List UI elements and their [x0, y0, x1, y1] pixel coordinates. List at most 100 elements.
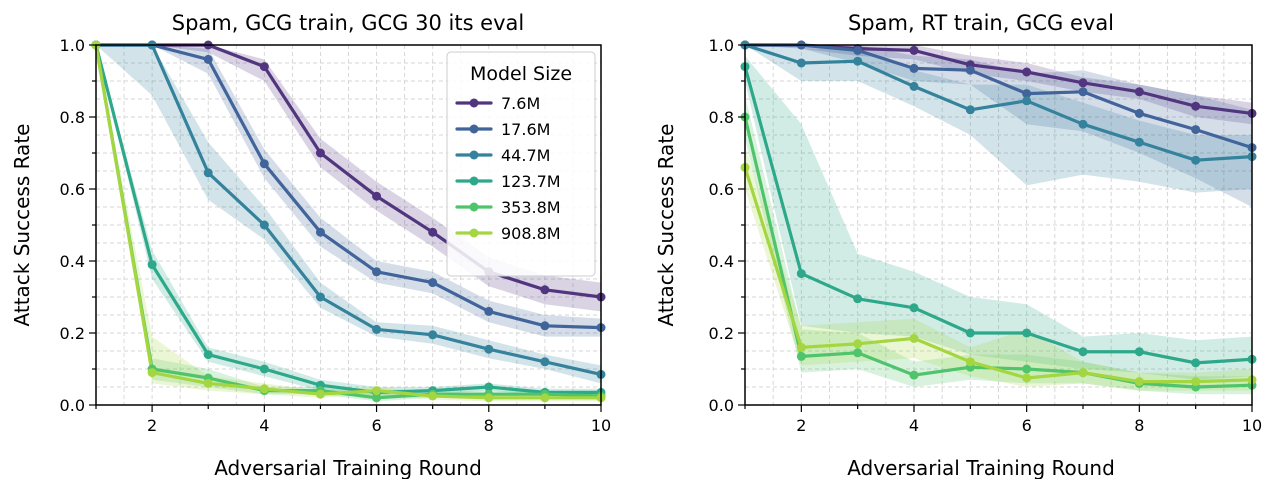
data-point-123-7m	[853, 294, 863, 304]
data-point-44-7m	[1078, 119, 1088, 129]
x-tick-label: 6	[1022, 416, 1032, 435]
data-point-123-7m	[796, 269, 806, 279]
data-point-17-6m	[1191, 125, 1201, 135]
series-line-353-8m	[94, 43, 603, 400]
data-point-908-8m	[1078, 368, 1088, 378]
data-point-7-6m	[428, 227, 438, 237]
data-point-908-8m	[484, 393, 494, 403]
series-line-123-7m	[94, 43, 603, 394]
data-point-353-8m	[796, 351, 806, 361]
series-lines	[743, 43, 1254, 389]
data-point-908-8m	[909, 333, 919, 343]
data-point-44-7m	[1022, 96, 1032, 106]
data-point-123-7m	[1078, 347, 1088, 357]
axis-ticks: 2 4 6 8 10 0.0 0.2 0.4 0.6 0.8 1.0	[709, 36, 1263, 435]
data-point-44-7m	[1134, 137, 1144, 147]
series-line-908-8m	[94, 43, 603, 400]
legend-marker-123-7m	[469, 176, 479, 186]
data-point-44-7m	[1191, 155, 1201, 165]
data-point-123-7m	[909, 303, 919, 313]
data-point-17-6m	[315, 227, 325, 237]
y-tick-label: 1.0	[709, 36, 734, 55]
data-point-908-8m	[540, 393, 550, 403]
legend-label-44-7m: 44.7M	[501, 146, 550, 165]
legend-marker-44-7m	[469, 150, 479, 160]
data-point-44-7m	[484, 344, 494, 354]
x-tick-label: 10	[591, 416, 611, 435]
data-point-123-7m	[484, 382, 494, 392]
data-point-17-6m	[909, 63, 919, 73]
data-point-7-6m	[259, 62, 269, 72]
confidence-bands	[96, 45, 601, 402]
legend-label-7-6m: 7.6M	[501, 94, 540, 113]
data-point-123-7m	[259, 364, 269, 374]
data-point-908-8m	[315, 389, 325, 399]
data-point-908-8m	[965, 357, 975, 367]
y-tick-label: 0.8	[709, 108, 734, 127]
data-point-44-7m	[796, 58, 806, 68]
chart-panel-spam-rt-train: Spam, RT train, GCG eval 2 4 6 8 10 0.0 0.2 0.4…	[654, 11, 1262, 479]
y-tick-label: 0.6	[709, 180, 734, 199]
legend-label-353-8m: 353.8M	[501, 198, 561, 217]
data-point-17-6m	[259, 159, 269, 169]
series-line-17-6m	[94, 43, 603, 330]
data-point-44-7m	[909, 81, 919, 91]
y-tick-label: 0.2	[60, 324, 85, 343]
data-point-123-7m	[203, 350, 213, 360]
data-point-353-8m	[909, 370, 919, 380]
series-line-44-7m	[94, 43, 603, 376]
data-point-908-8m	[428, 391, 438, 401]
data-point-7-6m	[540, 285, 550, 295]
y-tick-label: 0.0	[709, 396, 734, 415]
x-axis-label: Adversarial Training Round	[214, 456, 482, 479]
y-tick-label: 0.4	[60, 252, 85, 271]
legend-marker-17-6m	[469, 124, 479, 134]
data-point-7-6m	[372, 191, 382, 201]
y-tick-label: 1.0	[60, 36, 85, 55]
y-tick-label: 0.8	[60, 108, 85, 127]
legend-label-123-7m: 123.7M	[501, 172, 561, 191]
data-point-17-6m	[203, 54, 213, 64]
data-point-7-6m	[1191, 101, 1201, 111]
band-908-8m	[745, 145, 1252, 391]
data-point-908-8m	[203, 378, 213, 388]
data-point-353-8m	[1022, 364, 1032, 374]
band-17-6m	[745, 45, 1252, 207]
data-point-7-6m	[1134, 87, 1144, 97]
data-point-908-8m	[1191, 377, 1201, 387]
series-line-123-7m	[743, 64, 1254, 365]
data-point-17-6m	[1134, 108, 1144, 118]
y-tick-label: 0.6	[60, 180, 85, 199]
data-point-7-6m	[909, 45, 919, 55]
x-tick-label: 6	[371, 416, 381, 435]
legend-label-908-8m: 908.8M	[501, 224, 561, 243]
data-point-123-7m	[965, 328, 975, 338]
data-point-7-6m	[315, 148, 325, 158]
legend-marker-7-6m	[469, 98, 479, 108]
legend-box	[446, 51, 596, 277]
data-point-44-7m	[965, 105, 975, 115]
chart-panel-spam-gcg-train: Spam, GCG train, GCG 30 its eval 2 4 6 8 10 0…	[10, 11, 611, 479]
data-point-44-7m	[315, 292, 325, 302]
data-point-908-8m	[259, 384, 269, 394]
y-tick-label: 0.0	[60, 396, 85, 415]
legend-label-17-6m: 17.6M	[501, 120, 550, 139]
data-point-353-8m	[372, 393, 382, 403]
series-line-44-7m	[743, 43, 1254, 162]
y-axis-label: Attack Success Rate	[10, 124, 34, 327]
x-tick-label: 4	[259, 416, 269, 435]
x-tick-label: 10	[1242, 416, 1262, 435]
data-point-123-7m	[147, 260, 157, 270]
legend: Model Size 7.6M 17.6M 44.7M 123.7M 353.8M 908…	[446, 51, 596, 277]
data-point-44-7m	[540, 357, 550, 367]
series-line-908-8m	[743, 165, 1254, 384]
data-point-908-8m	[1022, 373, 1032, 383]
data-point-123-7m	[1134, 347, 1144, 357]
y-tick-label: 0.2	[709, 324, 734, 343]
y-axis-label: Attack Success Rate	[654, 124, 678, 327]
legend-marker-353-8m	[469, 202, 479, 212]
series-line-17-6m	[743, 43, 1254, 150]
band-123-7m	[745, 55, 1252, 380]
band-44-7m	[745, 45, 1252, 193]
